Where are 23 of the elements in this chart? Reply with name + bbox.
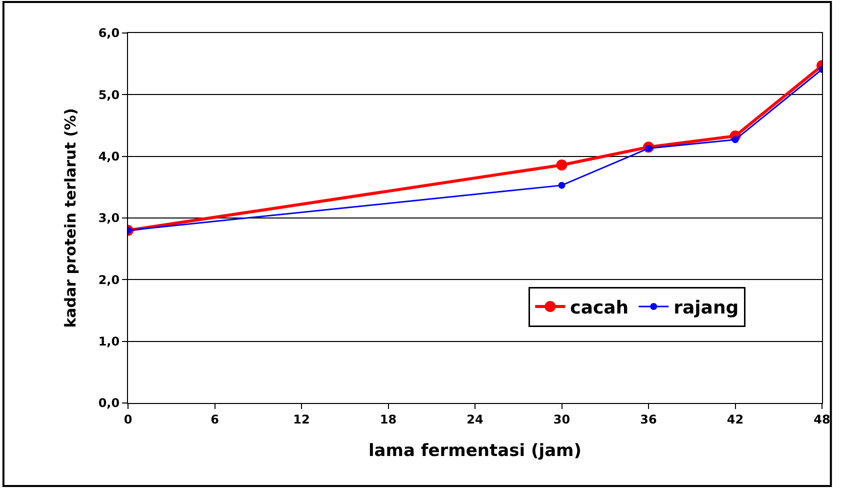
x-axis-title: lama fermentasi (jam) — [368, 440, 582, 461]
point — [558, 182, 566, 189]
x-tick-label: 0 — [124, 412, 132, 426]
y-axis-title: kadar protein terlarut (%) — [62, 108, 80, 328]
legend-label: rajang — [674, 298, 739, 319]
x-tick-label: 48 — [814, 412, 830, 426]
x-tick-label: 24 — [466, 412, 484, 426]
x-tick-label: 12 — [293, 412, 310, 426]
x-tick-label: 36 — [640, 412, 657, 426]
y-tick-label: 6,0 — [98, 26, 120, 40]
y-tick-label: 0,0 — [98, 396, 120, 410]
y-tick-label: 2,0 — [98, 272, 120, 287]
x-tick-label: 18 — [380, 412, 397, 426]
y-tick-label: 5,0 — [98, 88, 120, 102]
x-tick-label: 30 — [553, 412, 570, 426]
point — [556, 159, 568, 170]
y-tick-label: 1,0 — [98, 334, 120, 349]
y-tick-label: 4,0 — [98, 150, 120, 164]
y-tick-label: 3,0 — [98, 211, 120, 226]
x-tick-label: 42 — [726, 412, 744, 426]
x-tick-label: 6 — [210, 412, 219, 426]
legend-label: cacah — [570, 298, 629, 319]
point — [732, 136, 739, 144]
